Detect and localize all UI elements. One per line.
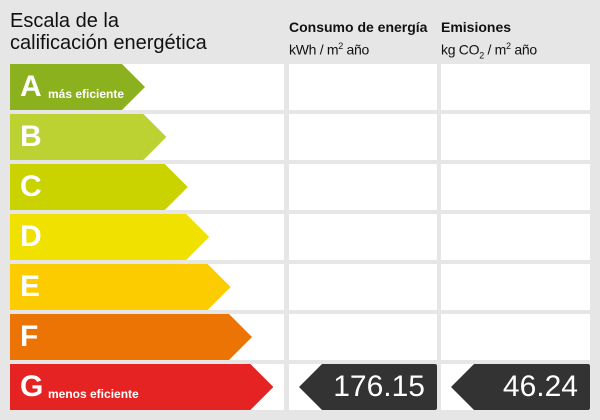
page-title: Escala de la calificación energética xyxy=(10,10,207,54)
consumption-value: 176.15 xyxy=(299,364,437,410)
rating-cell: G menos eficiente xyxy=(10,364,284,410)
rating-arrow: C xyxy=(10,164,188,210)
rating-arrow: D xyxy=(10,214,209,260)
consumption-title: Consumo de energía xyxy=(289,19,428,35)
emissions-cell: 46.24 xyxy=(441,364,590,410)
rating-row-b: B xyxy=(0,114,600,160)
rating-cell: E xyxy=(10,264,284,310)
rating-arrow: G menos eficiente xyxy=(10,364,273,410)
consumption-cell xyxy=(289,264,437,310)
emissions-cell xyxy=(441,64,590,110)
rating-label: más eficiente xyxy=(48,87,125,101)
rating-letter: D xyxy=(20,220,42,253)
consumption-header: Consumo de energía kWh / m2 año xyxy=(289,18,427,60)
rating-row-c: C xyxy=(0,164,600,210)
consumption-cell xyxy=(289,114,437,160)
consumption-cell: 176.15 xyxy=(289,364,437,410)
emissions-unit: kg CO2 / m2 año xyxy=(441,41,537,61)
emissions-value: 46.24 xyxy=(451,364,590,410)
rating-cell: A más eficiente xyxy=(10,64,284,110)
rating-row-g: G menos eficiente 176.15 46.24 xyxy=(0,364,600,410)
rating-letter: B xyxy=(20,120,42,153)
rating-cell: B xyxy=(10,114,284,160)
emissions-cell xyxy=(441,214,590,260)
title-line: Escala de la xyxy=(10,10,119,32)
emissions-cell xyxy=(441,164,590,210)
consumption-cell xyxy=(289,314,437,360)
rating-arrow: B xyxy=(10,114,166,160)
rating-letter: E xyxy=(20,270,41,303)
emissions-cell xyxy=(441,314,590,360)
rating-row-f: F xyxy=(0,314,600,360)
rating-letter: A xyxy=(20,70,42,103)
rating-letter: G xyxy=(20,370,44,403)
rating-row-d: D xyxy=(0,214,600,260)
rating-row-a: A más eficiente xyxy=(0,64,600,110)
rating-arrow: A más eficiente xyxy=(10,64,145,110)
rating-cell: D xyxy=(10,214,284,260)
rating-label: menos eficiente xyxy=(48,387,139,401)
rating-arrow: F xyxy=(10,314,252,360)
consumption-cell xyxy=(289,214,437,260)
rating-cell: F xyxy=(10,314,284,360)
title-line: calificación energética xyxy=(10,32,207,54)
rating-letter: C xyxy=(20,170,42,203)
consumption-cell xyxy=(289,164,437,210)
emissions-cell xyxy=(441,264,590,310)
emissions-cell xyxy=(441,114,590,160)
rating-letter: F xyxy=(20,320,39,353)
consumption-unit: kWh / m2 año xyxy=(289,41,370,58)
rating-arrow: E xyxy=(10,264,231,310)
rating-row-e: E xyxy=(0,264,600,310)
consumption-cell xyxy=(289,64,437,110)
emissions-header: Emisiones kg CO2 / m2 año xyxy=(441,18,537,65)
rating-cell: C xyxy=(10,164,284,210)
emissions-title: Emisiones xyxy=(441,19,512,35)
